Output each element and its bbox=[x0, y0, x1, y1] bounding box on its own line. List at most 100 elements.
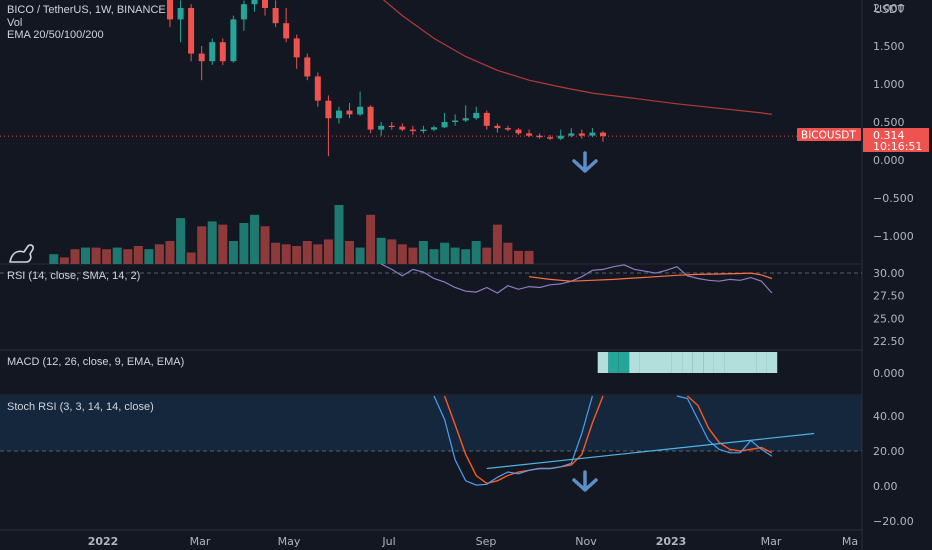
macd-histogram-bar bbox=[650, 352, 662, 373]
volume-bar bbox=[165, 241, 175, 264]
candle bbox=[167, 0, 173, 27]
volume-bar bbox=[524, 250, 534, 264]
candle-body bbox=[504, 128, 511, 130]
volume-bar bbox=[49, 254, 59, 264]
candle-body bbox=[346, 110, 353, 115]
candle bbox=[452, 114, 459, 126]
candle-body bbox=[314, 76, 321, 101]
candle bbox=[494, 123, 501, 133]
volume-bar bbox=[408, 247, 418, 264]
candle-body bbox=[262, 0, 268, 8]
candle bbox=[209, 38, 216, 65]
volume-bar bbox=[123, 249, 133, 264]
stoch-d-line bbox=[686, 395, 773, 454]
macd-histogram-bar bbox=[608, 352, 619, 373]
candle-body bbox=[230, 19, 237, 62]
candle bbox=[515, 128, 522, 135]
candle bbox=[547, 134, 554, 141]
volume-bar bbox=[440, 242, 450, 264]
candle-body bbox=[452, 120, 459, 122]
candle-body bbox=[272, 8, 279, 24]
candle-body bbox=[526, 133, 532, 136]
candle-body bbox=[483, 112, 490, 126]
candle bbox=[409, 125, 416, 135]
time-tick: Mar bbox=[190, 535, 211, 548]
volume-bar bbox=[514, 250, 523, 264]
volume-bar bbox=[429, 249, 439, 264]
macd-histogram-bar bbox=[734, 352, 746, 373]
arrow-head bbox=[572, 159, 598, 173]
time-tick: Sep bbox=[476, 535, 497, 548]
candle-body bbox=[536, 135, 543, 138]
macd-histogram-bar bbox=[618, 352, 630, 373]
rsi-tick: 22.50 bbox=[873, 335, 905, 348]
time-tick: 2023 bbox=[656, 535, 687, 548]
candle bbox=[240, 0, 247, 31]
candle bbox=[336, 106, 342, 124]
candle bbox=[462, 105, 469, 122]
macd-histogram-bar bbox=[756, 352, 767, 373]
candle-body bbox=[431, 127, 437, 130]
time-tick: Ma bbox=[842, 535, 858, 548]
ema-legend: EMA 20/50/100/200 bbox=[7, 29, 104, 41]
macd-histogram-bar bbox=[682, 352, 693, 373]
candle bbox=[314, 72, 321, 107]
volume-bar bbox=[271, 242, 281, 264]
rsi-tick: 25.00 bbox=[873, 312, 905, 325]
arrow-head bbox=[572, 478, 598, 492]
time-tick: Jul bbox=[381, 535, 395, 548]
candle bbox=[198, 46, 205, 81]
volume-bar bbox=[461, 249, 471, 264]
macd-histogram-bar bbox=[724, 352, 735, 373]
macd-histogram-bar bbox=[745, 352, 757, 373]
candle-body bbox=[367, 106, 374, 130]
candle-body bbox=[251, 0, 258, 5]
macd-histogram-bar bbox=[671, 352, 683, 373]
candle-body bbox=[188, 8, 195, 54]
rsi-pane-title[interactable]: RSI (14, close, SMA, 14, 2) bbox=[7, 270, 141, 282]
candle bbox=[177, 0, 184, 43]
volume-bar bbox=[366, 214, 376, 264]
stoch-tick: 0.00 bbox=[873, 480, 898, 493]
candle bbox=[473, 106, 480, 120]
stoch-tick: 20.00 bbox=[873, 445, 905, 458]
volume-bar bbox=[387, 239, 397, 264]
candle-body bbox=[325, 100, 332, 119]
candle-body bbox=[177, 8, 184, 20]
candle-body bbox=[578, 133, 585, 136]
volume-bar bbox=[345, 241, 354, 264]
candle bbox=[272, 0, 279, 27]
volume-bar bbox=[482, 247, 492, 264]
candle bbox=[600, 131, 606, 142]
candle bbox=[325, 95, 332, 157]
candle bbox=[357, 91, 364, 116]
candle bbox=[388, 122, 395, 130]
candle bbox=[293, 34, 300, 69]
price-axis-currency: USDT bbox=[874, 3, 905, 16]
candle-body bbox=[283, 23, 290, 39]
stoch-pane-title[interactable]: Stoch RSI (3, 3, 14, 14, close) bbox=[7, 401, 154, 413]
price-tick: 0.000 bbox=[873, 154, 905, 167]
macd-pane-title[interactable]: MACD (12, 26, close, 9, EMA, EMA) bbox=[7, 356, 185, 368]
rsi-tick: 27.50 bbox=[873, 290, 905, 303]
volume-bar bbox=[260, 226, 270, 264]
volume-bar bbox=[154, 244, 164, 264]
volume-bar bbox=[59, 257, 69, 264]
volume-bar bbox=[186, 252, 196, 264]
volume-bar bbox=[91, 247, 101, 264]
volume-bar bbox=[176, 218, 186, 264]
macd-histogram-bar bbox=[703, 352, 714, 373]
candle-body bbox=[557, 135, 564, 139]
symbol-title[interactable]: BICO / TetherUS, 1W, BINANCE bbox=[7, 4, 166, 16]
macd-tick: 0.000 bbox=[873, 367, 905, 380]
candle-body bbox=[515, 129, 522, 134]
rsi-line bbox=[380, 263, 773, 294]
stoch-k-line bbox=[676, 395, 773, 457]
price-tick: 2.000 bbox=[873, 2, 905, 15]
candle-body bbox=[336, 110, 342, 119]
macd-histogram-bar bbox=[629, 352, 640, 373]
volume-bar bbox=[81, 247, 90, 264]
candle bbox=[536, 133, 543, 139]
volume-bar bbox=[218, 224, 228, 264]
